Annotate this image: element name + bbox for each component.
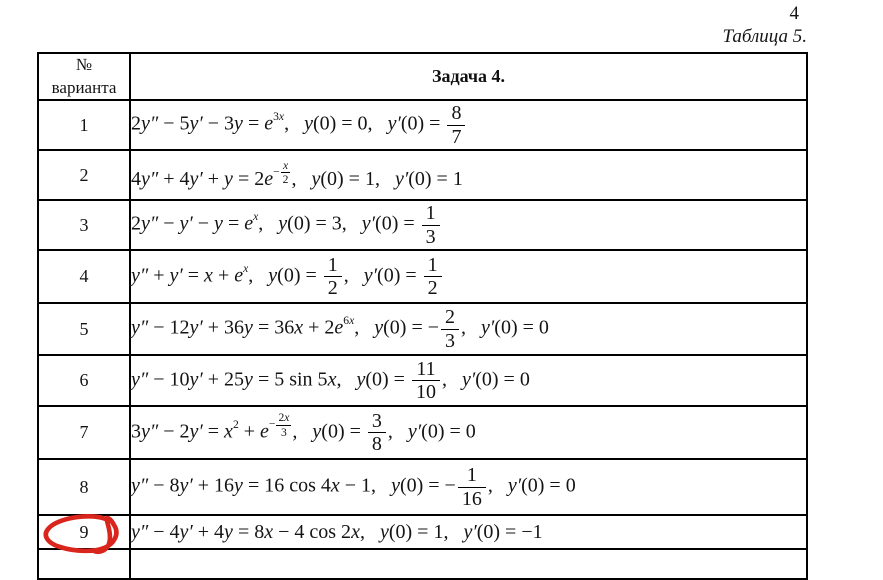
variant-cell: 8 [37, 458, 131, 516]
header-variant-line2: варианта [51, 77, 117, 97]
equation-cell: y″ − 12y′ + 36y = 36x + 2e6x, y(0) = −2 3… [129, 302, 808, 356]
equation-cell: y″ − 8y′ + 16y = 16 cos 4x − 1, y(0) = −… [129, 458, 808, 516]
table-row: 8 y″ − 8y′ + 16y = 16 cos 4x − 1, y(0) =… [37, 458, 808, 516]
header-task-column: Задача 4. [129, 52, 808, 101]
equation-cell: 4y″ + 4y′ + y = 2e− x 2, y(0) = 1, y′(0) =… [129, 149, 808, 201]
equation-cell: y″ − 10y′ + 25y = 5 sin 5x, y(0) = 11 10,… [129, 354, 808, 407]
variant-cell [37, 548, 131, 580]
variant-cell: 9 [37, 513, 131, 555]
variant-cell: 5 [37, 302, 131, 356]
table-row: 6 y″ − 10y′ + 25y = 5 sin 5x, y(0) = 11 1… [37, 354, 808, 407]
table-row: 3 2y″ − y′ − y = ex, y(0) = 3, y′(0) = 1… [37, 199, 808, 251]
equation-cell [129, 548, 808, 580]
table-caption: Таблица 5. [722, 26, 807, 47]
table-row-annotated: 9 y″ − 4y′ + 4y = 8x − 4 cos 2x, y(0) = … [37, 513, 808, 555]
header-variant-line1: № [75, 55, 93, 75]
variant-number: 9 [79, 522, 89, 542]
variant-cell: 6 [37, 354, 131, 407]
header-variant-column: № варианта [37, 52, 131, 101]
variant-cell: 7 [37, 405, 131, 460]
header-task-label: Задача 4. [431, 66, 506, 86]
equation-cell: 2y″ − 5y′ − 3y = e3x, y(0) = 0, y′(0) = … [129, 99, 808, 151]
table-row-partial [37, 548, 808, 580]
variant-cell: 4 [37, 249, 131, 304]
variant-cell: 3 [37, 199, 131, 251]
table-header-row: № варианта Задача 4. [37, 52, 808, 101]
table-row: 1 2y″ − 5y′ − 3y = e3x, y(0) = 0, y′(0) … [37, 99, 808, 151]
table-row: 5 y″ − 12y′ + 36y = 36x + 2e6x, y(0) = −… [37, 302, 808, 356]
equation-cell: y″ − 4y′ + 4y = 8x − 4 cos 2x, y(0) = 1,… [129, 514, 808, 550]
variant-cell: 2 [37, 149, 131, 201]
page-number: 4 [789, 3, 800, 24]
variant-cell: 1 [37, 99, 131, 151]
variants-table: № варианта Задача 4. 1 2y″ − 5y′ − 3y = … [37, 52, 808, 580]
table-row: 2 4y″ + 4y′ + y = 2e− x 2, y(0) = 1, y′(0)… [37, 149, 808, 201]
